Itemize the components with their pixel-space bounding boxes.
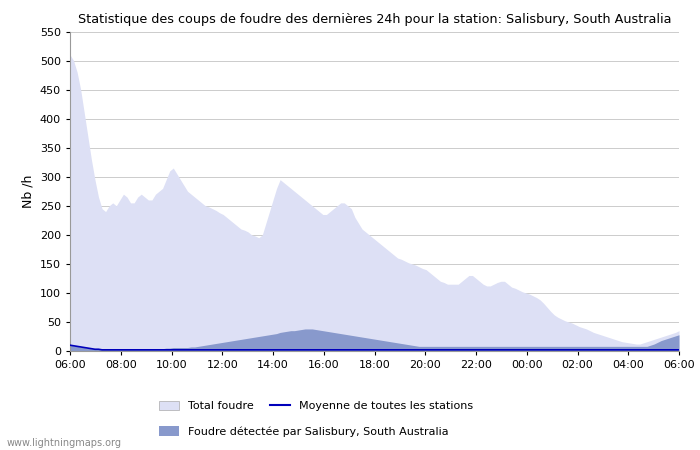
Title: Statistique des coups de foudre des dernières 24h pour la station: Salisbury, So: Statistique des coups de foudre des dern… [78, 13, 671, 26]
Text: www.lightningmaps.org: www.lightningmaps.org [7, 438, 122, 448]
Legend: Foudre détectée par Salisbury, South Australia: Foudre détectée par Salisbury, South Aus… [155, 422, 453, 441]
Y-axis label: Nb /h: Nb /h [21, 175, 34, 208]
